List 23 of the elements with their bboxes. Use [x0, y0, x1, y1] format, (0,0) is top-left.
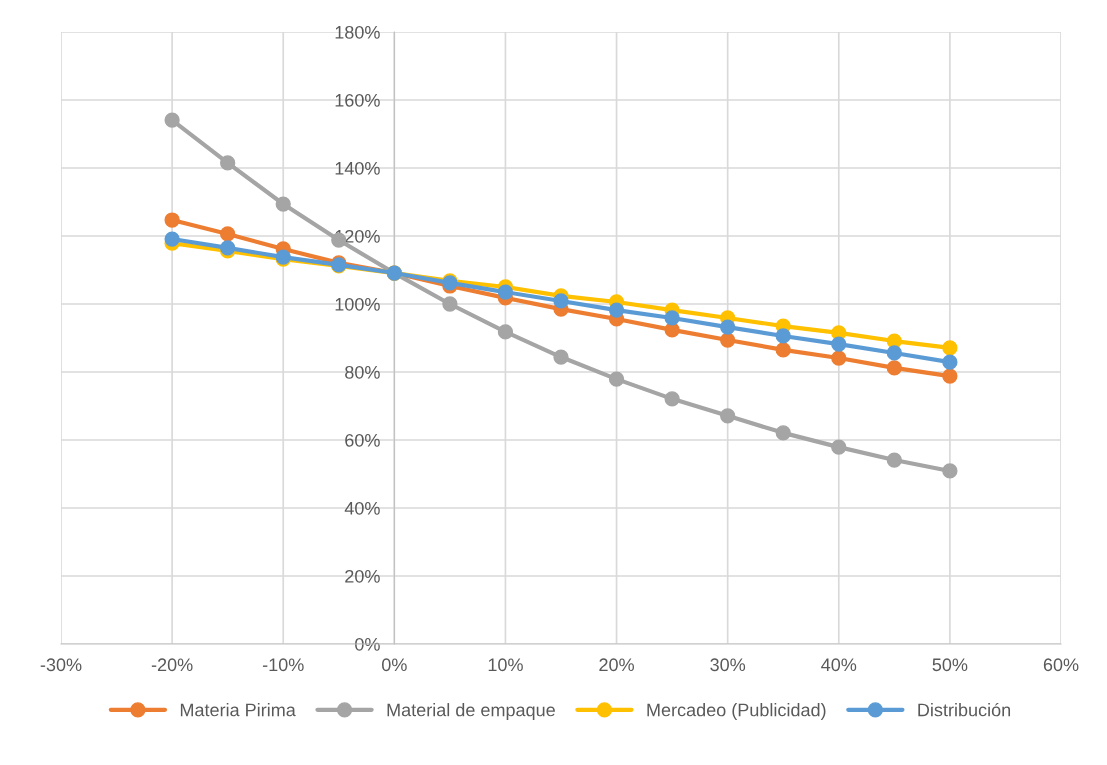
legend-label: Mercadeo (Publicidad): [647, 703, 826, 720]
x-tick-label: -10%: [262, 658, 304, 672]
x-tick-label: 0%: [381, 658, 407, 672]
x-tick-label: -30%: [40, 658, 82, 672]
y-tick-label: 140%: [335, 161, 380, 175]
x-tick-label: 60%: [1043, 658, 1079, 672]
y-tick-label: 60%: [345, 433, 380, 447]
y-tick-label: 100%: [335, 297, 380, 311]
y-tick-label: 80%: [345, 365, 380, 379]
y-tick-label: 40%: [344, 501, 380, 515]
x-tick-label: 50%: [932, 658, 968, 672]
y-tick-label: 0%: [355, 637, 380, 651]
legend-label: Material de empaque: [387, 703, 555, 720]
y-tick-label: 20%: [345, 569, 380, 583]
x-tick-label: 20%: [599, 658, 634, 672]
x-tick-label: -20%: [151, 658, 193, 672]
x-tick-label: 40%: [821, 658, 857, 672]
legend-label: Materia Pirima: [180, 703, 296, 717]
x-tick-label: 10%: [488, 658, 523, 672]
legend-label: Distribución: [918, 702, 1011, 717]
x-tick-label: 30%: [710, 658, 746, 672]
y-tick-label: 180%: [335, 25, 380, 39]
y-tick-label: 160%: [335, 93, 380, 107]
